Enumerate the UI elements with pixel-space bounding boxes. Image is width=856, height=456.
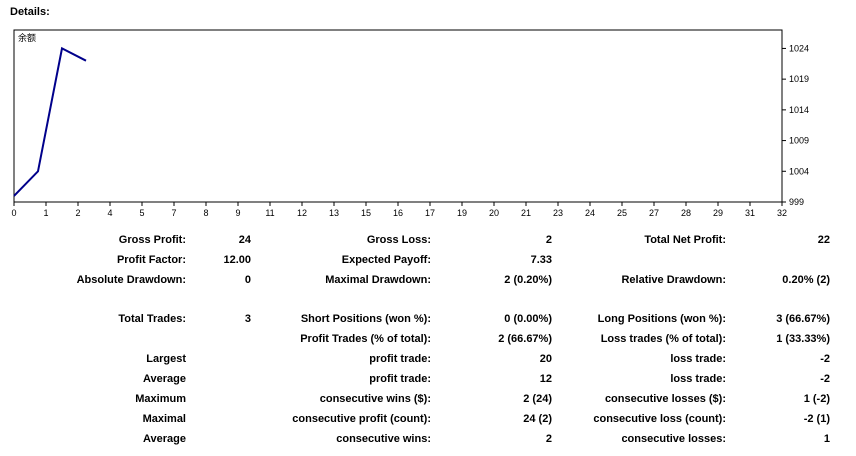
largest-loss-value: -2	[820, 353, 830, 365]
absolute-drawdown-value: 0	[244, 274, 251, 286]
x-tick-label: 31	[745, 208, 755, 218]
x-tick-label: 24	[585, 208, 595, 218]
maximum-label: Maximum	[135, 393, 186, 405]
maximum-losses-label: consecutive losses ($):	[604, 393, 726, 405]
x-tick-label: 1	[43, 208, 48, 218]
average-label: Average	[142, 373, 186, 385]
x-tick-label: 4	[107, 208, 112, 218]
maximum-wins-value: 2 (24)	[523, 393, 552, 405]
x-tick-label: 32	[777, 208, 787, 218]
long-positions-value: 3 (66.67%)	[776, 313, 830, 325]
largest-profit-value: 20	[539, 353, 552, 365]
y-tick-label: 1024	[789, 43, 809, 53]
x-tick-label: 13	[329, 208, 339, 218]
y-tick-label: 1014	[789, 105, 809, 115]
average-profit-value: 12	[539, 373, 552, 385]
maximal-drawdown-label: Maximal Drawdown:	[325, 274, 431, 286]
y-axis: 1024 1019 1014 1009 1004 999	[782, 43, 809, 207]
average-loss-label: loss trade:	[670, 373, 726, 385]
x-tick-label: 8	[203, 208, 208, 218]
x-tick-label: 15	[361, 208, 371, 218]
maximal-drawdown-value: 2 (0.20%)	[504, 274, 552, 286]
short-positions-label: Short Positions (won %):	[300, 313, 431, 325]
gross-loss-value: 2	[545, 234, 552, 246]
x-tick-label: 23	[553, 208, 563, 218]
x-tick-label: 17	[425, 208, 435, 218]
x-tick-label: 2	[75, 208, 80, 218]
y-tick-label: 1009	[789, 136, 809, 146]
total-trades-label: Total Trades:	[118, 313, 186, 325]
x-tick-label: 0	[11, 208, 16, 218]
gross-loss-label: Gross Loss:	[366, 234, 431, 246]
balance-series-line	[13, 46, 87, 197]
maximum-losses-value: 1 (-2)	[803, 393, 830, 405]
average2-losses-label: consecutive losses:	[621, 433, 726, 445]
x-tick-label: 19	[457, 208, 467, 218]
average-loss-value: -2	[820, 373, 830, 385]
x-axis: 0 1 2 4 5 7 8 9 11 12 13 15 16 17 19 20 21 23 24 25 27 28 29 31…	[11, 202, 787, 218]
plot-area	[13, 29, 783, 203]
y-tick-label: 1019	[789, 74, 809, 84]
x-tick-label: 11	[265, 208, 274, 218]
maximal-profit-value: 24 (2)	[523, 413, 552, 425]
maximal-loss-value: -2 (1)	[803, 413, 830, 425]
total-net-profit-value: 22	[817, 234, 830, 246]
largest-profit-label: profit trade:	[369, 353, 431, 365]
y-tick-label: 1004	[789, 166, 809, 176]
x-tick-label: 29	[713, 208, 723, 218]
y-tick-label: 999	[789, 197, 804, 207]
details-title: Details:	[10, 6, 50, 18]
absolute-drawdown-label: Absolute Drawdown:	[76, 274, 186, 286]
loss-trades-value: 1 (33.33%)	[776, 333, 830, 345]
profit-trades-label: Profit Trades (% of total):	[300, 333, 431, 345]
profit-factor-value: 12.00	[223, 254, 251, 266]
average2-label: Average	[142, 433, 186, 445]
x-tick-label: 25	[617, 208, 627, 218]
long-positions-label: Long Positions (won %):	[597, 313, 726, 325]
x-tick-label: 7	[171, 208, 176, 218]
maximal-label: Maximal	[142, 413, 186, 425]
profit-trades-value: 2 (66.67%)	[498, 333, 552, 345]
profit-factor-label: Profit Factor:	[116, 254, 186, 266]
short-positions-value: 0 (0.00%)	[504, 313, 552, 325]
expected-payoff-label: Expected Payoff:	[341, 254, 431, 266]
gross-profit-label: Gross Profit:	[118, 234, 186, 246]
loss-trades-label: Loss trades (% of total):	[600, 333, 726, 345]
maximum-wins-label: consecutive wins ($):	[319, 393, 431, 405]
largest-label: Largest	[146, 353, 186, 365]
total-trades-value: 3	[244, 313, 251, 325]
expected-payoff-value: 7.33	[530, 254, 552, 266]
largest-loss-label: loss trade:	[670, 353, 726, 365]
x-tick-label: 20	[489, 208, 499, 218]
average2-wins-label: consecutive wins:	[336, 433, 431, 445]
legend-label: 余额	[18, 32, 36, 43]
x-tick-label: 21	[521, 208, 531, 218]
average2-losses-value: 1	[823, 433, 830, 445]
x-tick-label: 12	[297, 208, 307, 218]
average-profit-label: profit trade:	[369, 373, 431, 385]
maximal-profit-label: consecutive profit (count):	[292, 413, 431, 425]
balance-chart: 余额 1024 1019 1014 1009 1004 999 0 1 2 4 5 7 8 9 11 12 1…	[11, 29, 809, 218]
total-net-profit-label: Total Net Profit:	[644, 234, 726, 246]
x-tick-label: 5	[139, 208, 144, 218]
average2-wins-value: 2	[545, 433, 552, 445]
x-tick-label: 28	[681, 208, 691, 218]
gross-profit-value: 24	[238, 234, 251, 246]
relative-drawdown-label: Relative Drawdown:	[621, 274, 726, 286]
x-tick-label: 9	[235, 208, 240, 218]
relative-drawdown-value: 0.20% (2)	[782, 274, 830, 286]
x-tick-label: 27	[649, 208, 659, 218]
x-tick-label: 16	[393, 208, 403, 218]
maximal-loss-label: consecutive loss (count):	[593, 413, 726, 425]
